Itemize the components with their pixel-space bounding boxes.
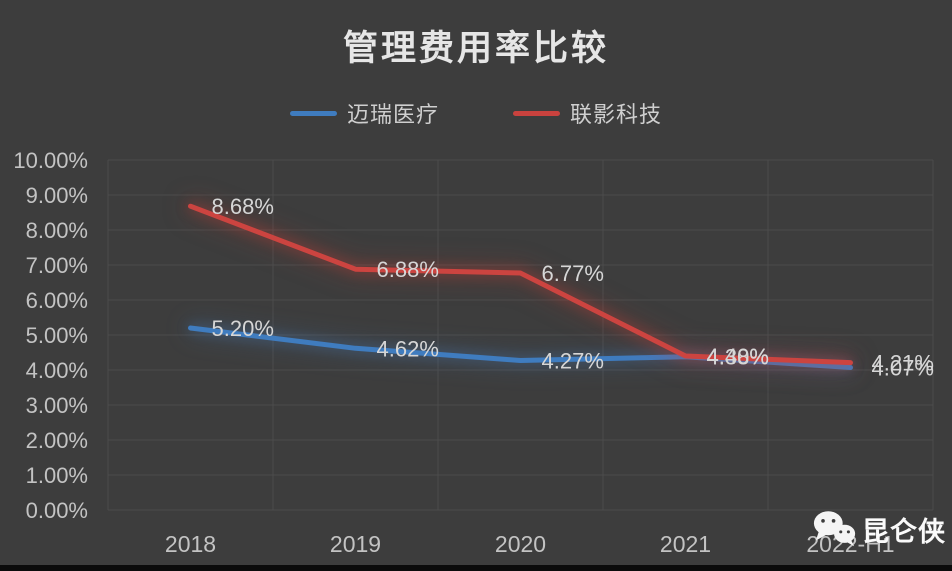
- y-tick-label: 7.00%: [26, 253, 88, 278]
- x-tick-label: 2020: [495, 531, 546, 557]
- bottom-strip: [0, 565, 952, 571]
- y-tick-label: 0.00%: [26, 498, 88, 523]
- legend-label: 联影科技: [570, 102, 663, 127]
- y-tick-label: 9.00%: [26, 183, 88, 208]
- data-label-联影科技-2021: 4.40%: [707, 344, 769, 369]
- data-label-联影科技-2018: 8.68%: [212, 194, 274, 219]
- legend-item-mindray: 迈瑞医疗: [289, 97, 439, 129]
- legend-line-swatch-blue: [289, 110, 337, 116]
- x-tick-label: 2021: [660, 531, 711, 557]
- y-tick-label: 2.00%: [26, 428, 88, 453]
- chart-legend: 迈瑞医疗 联影科技: [0, 97, 952, 129]
- x-tick-label: 2018: [165, 531, 216, 557]
- data-label-迈瑞医疗-2018: 5.20%: [212, 316, 274, 341]
- y-tick-label: 10.00%: [13, 148, 88, 173]
- y-tick-label: 6.00%: [26, 288, 88, 313]
- y-tick-label: 1.00%: [26, 463, 88, 488]
- data-label-联影科技-2022-H1: 4.21%: [872, 351, 934, 376]
- data-label-迈瑞医疗-2022-H1: 4.07%: [872, 356, 934, 381]
- data-label-联影科技-2019: 6.88%: [377, 257, 439, 282]
- y-tick-label: 3.00%: [26, 393, 88, 418]
- legend-line-swatch-red: [513, 110, 560, 116]
- series-line-1: [188, 203, 853, 366]
- y-tick-label: 4.00%: [26, 358, 88, 383]
- data-label-迈瑞医疗-2020: 4.27%: [542, 349, 604, 374]
- watermark-text: 昆仑侠: [862, 516, 946, 547]
- data-label-迈瑞医疗-2021: 4.38%: [707, 345, 769, 370]
- chart-title: 管理费用率比较: [342, 28, 609, 69]
- legend-item-united-imaging: 联影科技: [513, 97, 662, 129]
- x-tick-label: 2019: [330, 531, 381, 557]
- watermark: 昆仑侠: [812, 509, 946, 549]
- data-label-迈瑞医疗-2019: 4.62%: [377, 336, 439, 361]
- wechat-icon: [813, 511, 856, 547]
- data-label-联影科技-2020: 6.77%: [542, 261, 604, 286]
- y-tick-label: 8.00%: [26, 218, 88, 243]
- y-tick-label: 5.00%: [26, 323, 88, 348]
- legend-label: 迈瑞医疗: [346, 102, 439, 127]
